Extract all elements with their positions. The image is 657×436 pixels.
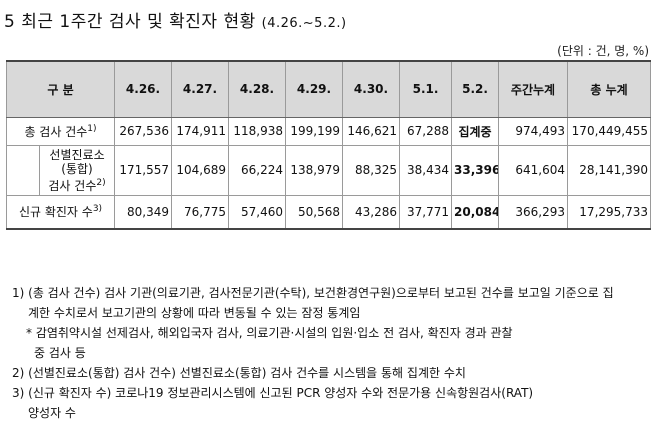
section-title: 5 최근 1주간 검사 및 확진자 현황 (4.26.~5.2.) bbox=[4, 7, 347, 32]
table-cell: 20,084 bbox=[451, 194, 500, 230]
table-row: 신규 확진자 수3) 80,349 76,775 57,460 50,568 4… bbox=[5, 194, 652, 230]
table-cell: 171,557 bbox=[114, 144, 173, 196]
table-cell: 80,349 bbox=[114, 194, 173, 230]
row-label-screening-tests: 선별진료소 (통합) 검사 건수2) bbox=[38, 144, 116, 196]
header-category: 구 분 bbox=[5, 60, 116, 118]
table-cell: 38,434 bbox=[399, 144, 453, 196]
header-date: 4.27. bbox=[171, 60, 230, 118]
title-period: (4.26.~5.2.) bbox=[261, 16, 347, 31]
table-cell: 17,295,733 bbox=[567, 194, 652, 230]
footnote-star-continued: 중 검사 등 bbox=[34, 346, 86, 360]
table-cell: 170,449,455 bbox=[567, 116, 652, 146]
indent-cell bbox=[6, 145, 40, 195]
table-cell: 28,141,390 bbox=[567, 144, 652, 196]
table-cell: 641,604 bbox=[498, 144, 569, 196]
table-cell: 146,621 bbox=[342, 116, 401, 146]
table-cell: 76,775 bbox=[171, 194, 230, 230]
table-cell: 43,286 bbox=[342, 194, 401, 230]
row-label-new-cases: 신규 확진자 수3) bbox=[5, 194, 116, 230]
footnote-3-continued: 양성자 수 bbox=[28, 406, 76, 420]
title-main: 5 최근 1주간 검사 및 확진자 현황 bbox=[4, 12, 256, 32]
footnote-1-continued: 계한 수치로서 보고기관의 상황에 따라 변동될 수 있는 잠정 통계임 bbox=[28, 306, 361, 320]
table-cell: 50,568 bbox=[285, 194, 344, 230]
header-date: 5.1. bbox=[399, 60, 453, 118]
stats-table: 구 분 4.26. 4.27. 4.28. 4.29. 4.30. 5.1. 5… bbox=[5, 60, 652, 230]
table-row: 선별진료소 (통합) 검사 건수2) 171,557 104,689 66,22… bbox=[6, 144, 652, 196]
table-cell: 366,293 bbox=[498, 194, 569, 230]
header-date: 4.28. bbox=[228, 60, 287, 118]
table-cell: 118,938 bbox=[228, 116, 287, 146]
header-weekly-total: 주간누계 bbox=[498, 60, 569, 118]
table-cell: 57,460 bbox=[228, 194, 287, 230]
table-cell-pending: 집계중 bbox=[451, 116, 500, 146]
footnote-1: 1) (총 검사 건수) 검사 기관(의료기관, 검사전문기관(수탁), 보건환… bbox=[12, 286, 614, 300]
table-cell: 267,536 bbox=[114, 116, 173, 146]
unit-note: (단위 : 건, 명, %) bbox=[557, 44, 649, 58]
table-cell: 33,396 bbox=[451, 144, 500, 196]
footnotes: 1) (총 검사 건수) 검사 기관(의료기관, 검사전문기관(수탁), 보건환… bbox=[12, 283, 652, 423]
table-cell: 974,493 bbox=[498, 116, 569, 146]
table-row: 총 검사 건수1) 267,536 174,911 118,938 199,19… bbox=[5, 116, 652, 146]
table-cell: 199,199 bbox=[285, 116, 344, 146]
header-grand-total: 총 누계 bbox=[567, 60, 652, 118]
table-cell: 37,771 bbox=[399, 194, 453, 230]
header-date: 5.2. bbox=[451, 60, 500, 118]
table-cell: 174,911 bbox=[171, 116, 230, 146]
header-date: 4.26. bbox=[114, 60, 173, 118]
row-label-total-tests: 총 검사 건수1) bbox=[5, 116, 116, 146]
header-date: 4.30. bbox=[342, 60, 401, 118]
footnote-2: 2) (선별진료소(통합) 검사 건수) 선별진료소(통합) 검사 건수를 시스… bbox=[12, 366, 466, 380]
footnote-3: 3) (신규 확진자 수) 코로나19 정보관리시스템에 신고된 PCR 양성자… bbox=[12, 386, 534, 400]
table-cell: 104,689 bbox=[171, 144, 230, 196]
footnote-star: * 감염취약시설 선제검사, 해외입국자 검사, 의료기관·시설의 입원·입소 … bbox=[26, 326, 513, 340]
table-cell: 67,288 bbox=[399, 116, 453, 146]
table-cell: 138,979 bbox=[285, 144, 344, 196]
table-cell: 88,325 bbox=[342, 144, 401, 196]
header-date: 4.29. bbox=[285, 60, 344, 118]
table-cell: 66,224 bbox=[228, 144, 287, 196]
header-row: 구 분 4.26. 4.27. 4.28. 4.29. 4.30. 5.1. 5… bbox=[5, 60, 652, 118]
